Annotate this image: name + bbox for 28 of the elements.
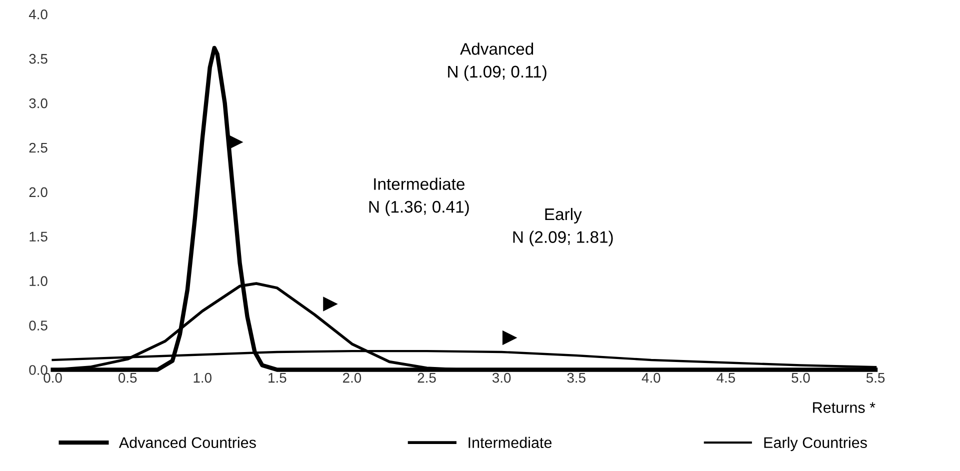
y-tick-label: 1.5 [30,232,48,242]
x-tick-label: 5.5 [866,373,885,383]
x-tick-label: 3.0 [492,372,511,383]
y-tick-label: 0.5 [29,320,48,330]
y-tick-label: 2.0 [29,187,48,198]
y-tick-label: 0.0 [29,365,48,375]
y-tick-label: 2.5 [29,142,48,153]
x-tick-label: 4.5 [716,373,736,383]
annotation: Advanced N (1.09; 0.11) [448,42,546,81]
x-tick-label: 1.5 [268,373,286,383]
y-tick-label: 3.0 [29,98,48,108]
x-tick-label: 3.5 [567,372,586,383]
legend-label: Advanced Countries [118,436,256,448]
x-axis-title: Returns * [813,402,876,413]
annotation: Intermediate N (1.36; 0.41) [369,178,469,216]
x-tick-label: 2.0 [343,372,362,383]
x-tick-label: 2.5 [418,372,436,383]
x-tick-label: 1.0 [194,372,212,383]
legend-label: Intermediate [468,436,552,448]
x-tick-label: 4.0 [642,372,660,383]
y-tick-label: 1.0 [30,276,48,286]
x-tick-label: 0.5 [118,372,137,383]
x-tick-label: 5.0 [792,372,810,383]
annotation: Early N (2.09; 1.81) [513,208,613,246]
legend-label: Early Countries [764,436,867,452]
y-tick-label: 3.5 [29,54,48,64]
y-tick-label: 4.0 [28,9,48,20]
x-tick-label: 0.0 [44,372,62,383]
